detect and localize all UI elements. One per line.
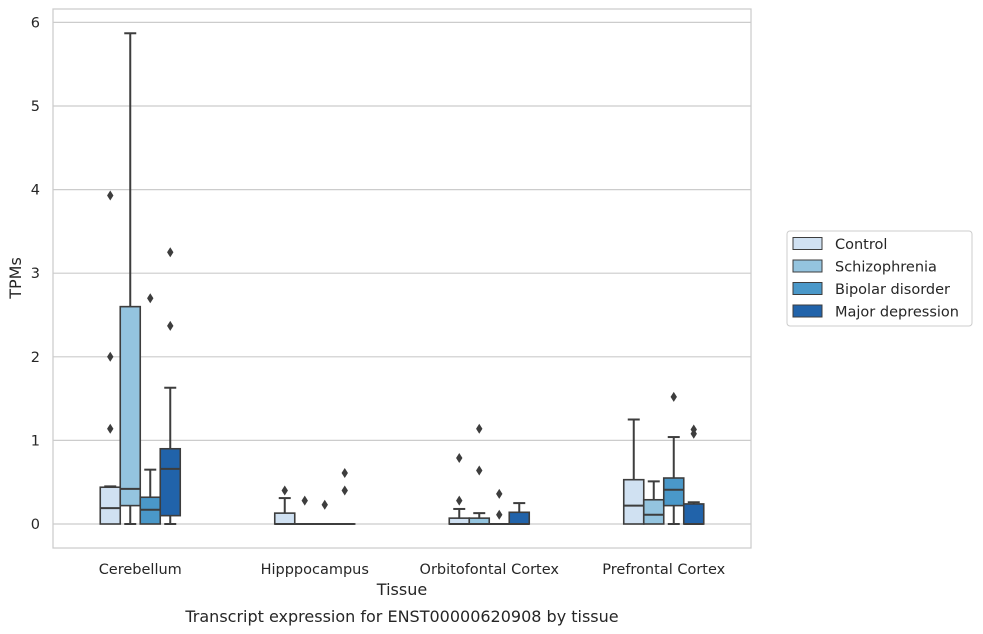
plot-background: [53, 9, 751, 548]
outlier-point: [341, 485, 348, 496]
x-tick-label: Orbitofontal Cortex: [420, 562, 560, 578]
box-major-depression-2: [508, 502, 531, 525]
box-iqr: [99, 486, 122, 525]
outlier-point: [107, 423, 114, 434]
outlier-point: [341, 468, 348, 479]
legend-swatch: [792, 304, 823, 318]
outlier-point: [670, 391, 677, 402]
plot-frame: [52, 8, 752, 549]
legend-swatch: [792, 259, 823, 273]
y-tick-label: 6: [31, 15, 40, 31]
outlier-point: [321, 499, 328, 510]
x-axis-title: Tissue: [376, 580, 427, 599]
x-axis-ticks: Cerebellum Hipppocampus Orbitofontal Corte…: [99, 562, 726, 578]
box-schizophrenia-3: [642, 480, 665, 525]
outlier-point: [496, 488, 503, 499]
y-axis-title: TPMs: [6, 257, 25, 300]
box-iqr: [273, 512, 296, 525]
legend: Control Schizophrenia Bipolar disorder Majo…: [786, 230, 973, 327]
box-marks: [99, 32, 705, 525]
legend-label: Control: [835, 237, 887, 253]
outlier-point: [281, 485, 288, 496]
outlier-point: [456, 452, 463, 463]
y-tick-label: 5: [31, 99, 40, 115]
x-tick-label: Hipppocampus: [261, 562, 369, 578]
box-schizophrenia-2: [468, 423, 491, 525]
box-major-depression-0: [159, 247, 182, 525]
outlier-point: [496, 509, 503, 520]
outlier-point: [107, 351, 114, 362]
outlier-point: [301, 495, 308, 506]
box-iqr: [662, 477, 685, 507]
y-tick-label: 1: [31, 433, 40, 449]
box-iqr: [159, 447, 182, 517]
box-control-2: [448, 452, 471, 525]
outlier-point: [167, 320, 174, 331]
legend-label: Major depression: [835, 305, 959, 321]
legend-swatch: [792, 237, 823, 250]
y-axis-ticks: 0 1 2 3 4 5 6: [31, 15, 40, 533]
y-tick-label: 0: [31, 517, 40, 533]
outlier-point: [147, 293, 154, 304]
outlier-point: [690, 424, 697, 435]
legend-frame: [786, 230, 973, 327]
y-tick-label: 2: [31, 350, 40, 366]
chart-title: Transcript expression for ENST0000062090…: [184, 607, 618, 626]
box-bipolar-disorder-3: [662, 391, 685, 525]
legend-swatch: [792, 282, 823, 295]
box-iqr: [622, 478, 645, 525]
outlier-point: [456, 495, 463, 506]
outlier-point: [107, 190, 114, 201]
box-iqr: [119, 305, 142, 507]
y-tick-label: 3: [31, 266, 40, 282]
y-tick-label: 4: [31, 183, 40, 199]
box-iqr: [642, 498, 665, 525]
legend-label: Schizophrenia: [835, 260, 937, 276]
outlier-point: [476, 423, 483, 434]
box-major-depression-1: [333, 468, 356, 525]
box-major-depression-3: [682, 424, 705, 525]
box-bipolar-disorder-2: [488, 488, 511, 525]
box-iqr: [682, 503, 705, 525]
outlier-point: [167, 247, 174, 258]
outlier-point: [476, 465, 483, 476]
box-control-1: [273, 485, 296, 525]
x-tick-label: Cerebellum: [99, 562, 182, 578]
x-tick-label: Prefrontal Cortex: [602, 562, 725, 578]
legend-label: Bipolar disorder: [835, 282, 950, 298]
box-schizophrenia-0: [119, 32, 142, 525]
box-iqr: [508, 511, 531, 525]
